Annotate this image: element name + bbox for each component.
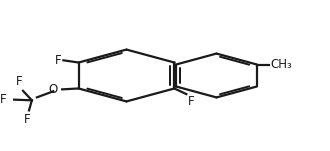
Text: CH₃: CH₃: [270, 58, 292, 71]
Text: F: F: [16, 75, 22, 88]
Text: O: O: [49, 83, 58, 96]
Text: F: F: [187, 95, 194, 108]
Text: F: F: [0, 93, 7, 106]
Text: F: F: [55, 53, 62, 66]
Text: F: F: [24, 113, 30, 126]
